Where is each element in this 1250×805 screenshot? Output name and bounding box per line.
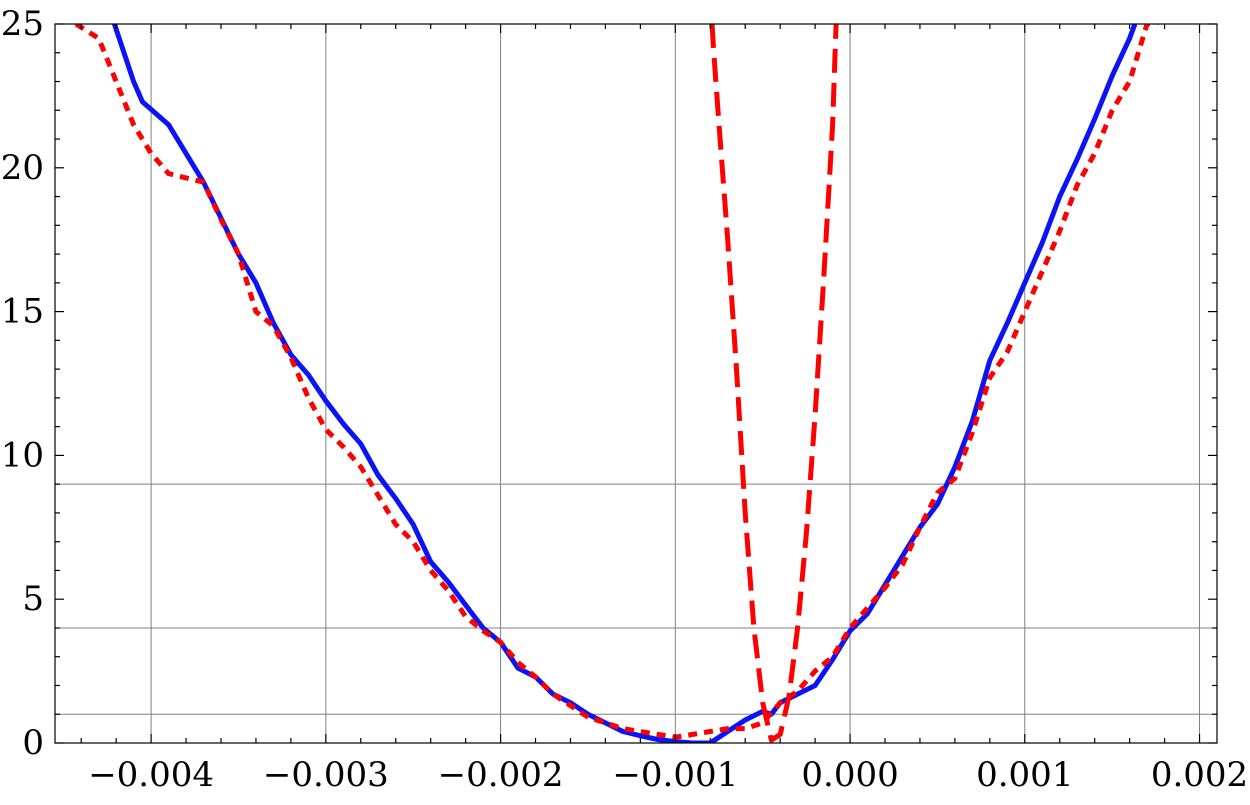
series-dotted-line [74,24,1163,740]
x-tick-label: 0.000 [801,755,898,795]
tick-layer [55,23,1217,744]
y-tick-label: 25 [1,4,44,44]
series-layer [74,24,1163,743]
y-tick-label: 0 [22,723,44,763]
x-tick-label: −0.003 [263,755,389,795]
plot-frame [54,23,1218,744]
x-tick-label: −0.004 [88,755,214,795]
series-solid-line [112,24,1138,743]
grid-layer [55,24,1217,743]
x-tick-label: 0.002 [1151,755,1248,795]
label-layer: −0.004 −0.003 −0.002 −0.001 0.000 0.001 0.002 0… [1,4,1248,795]
y-tick-label: 15 [1,292,44,332]
y-tick-label: 20 [1,148,44,188]
x-tick-label: 0.001 [976,755,1073,795]
x-tick-label: −0.001 [612,755,738,795]
y-tick-label: 5 [22,579,44,619]
x-tick-label: −0.002 [438,755,564,795]
series-dashed-line [709,24,839,743]
y-tick-label: 10 [1,435,44,475]
